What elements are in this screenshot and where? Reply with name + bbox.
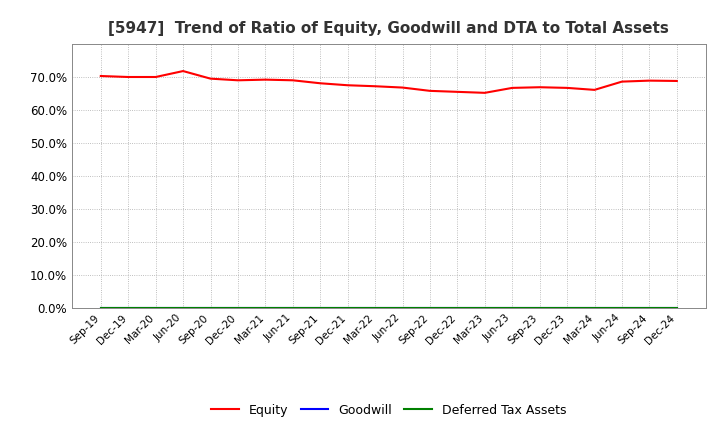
Goodwill [398, 305, 407, 311]
Title: [5947]  Trend of Ratio of Equity, Goodwill and DTA to Total Assets: [5947] Trend of Ratio of Equity, Goodwil… [109, 21, 669, 36]
Goodwill [206, 305, 215, 311]
Deferred Tax Assets [398, 305, 407, 311]
Goodwill [590, 305, 599, 311]
Equity [371, 84, 379, 89]
Goodwill [371, 305, 379, 311]
Goodwill [289, 305, 297, 311]
Goodwill [343, 305, 352, 311]
Deferred Tax Assets [261, 305, 270, 311]
Goodwill [672, 305, 681, 311]
Deferred Tax Assets [96, 305, 105, 311]
Equity [508, 85, 516, 91]
Deferred Tax Assets [124, 305, 132, 311]
Deferred Tax Assets [289, 305, 297, 311]
Equity [233, 77, 242, 83]
Equity [124, 74, 132, 80]
Deferred Tax Assets [233, 305, 242, 311]
Deferred Tax Assets [343, 305, 352, 311]
Deferred Tax Assets [508, 305, 516, 311]
Equity [96, 73, 105, 79]
Goodwill [316, 305, 325, 311]
Goodwill [618, 305, 626, 311]
Deferred Tax Assets [151, 305, 160, 311]
Deferred Tax Assets [179, 305, 187, 311]
Equity [316, 81, 325, 86]
Goodwill [151, 305, 160, 311]
Deferred Tax Assets [426, 305, 434, 311]
Equity [426, 88, 434, 93]
Goodwill [96, 305, 105, 311]
Goodwill [536, 305, 544, 311]
Goodwill [563, 305, 572, 311]
Deferred Tax Assets [371, 305, 379, 311]
Equity [343, 83, 352, 88]
Deferred Tax Assets [645, 305, 654, 311]
Goodwill [233, 305, 242, 311]
Deferred Tax Assets [618, 305, 626, 311]
Equity [672, 78, 681, 84]
Goodwill [426, 305, 434, 311]
Equity [289, 77, 297, 83]
Equity [645, 78, 654, 83]
Goodwill [261, 305, 270, 311]
Goodwill [645, 305, 654, 311]
Deferred Tax Assets [590, 305, 599, 311]
Equity [536, 84, 544, 90]
Deferred Tax Assets [480, 305, 489, 311]
Deferred Tax Assets [672, 305, 681, 311]
Deferred Tax Assets [206, 305, 215, 311]
Deferred Tax Assets [563, 305, 572, 311]
Goodwill [179, 305, 187, 311]
Goodwill [124, 305, 132, 311]
Equity [618, 79, 626, 84]
Goodwill [480, 305, 489, 311]
Equity [179, 68, 187, 73]
Equity [563, 85, 572, 91]
Equity [590, 87, 599, 92]
Line: Equity: Equity [101, 71, 677, 93]
Equity [151, 74, 160, 80]
Equity [398, 85, 407, 90]
Goodwill [453, 305, 462, 311]
Equity [453, 89, 462, 95]
Goodwill [508, 305, 516, 311]
Legend: Equity, Goodwill, Deferred Tax Assets: Equity, Goodwill, Deferred Tax Assets [206, 399, 572, 422]
Deferred Tax Assets [536, 305, 544, 311]
Deferred Tax Assets [316, 305, 325, 311]
Equity [261, 77, 270, 82]
Equity [480, 90, 489, 95]
Equity [206, 76, 215, 81]
Deferred Tax Assets [453, 305, 462, 311]
